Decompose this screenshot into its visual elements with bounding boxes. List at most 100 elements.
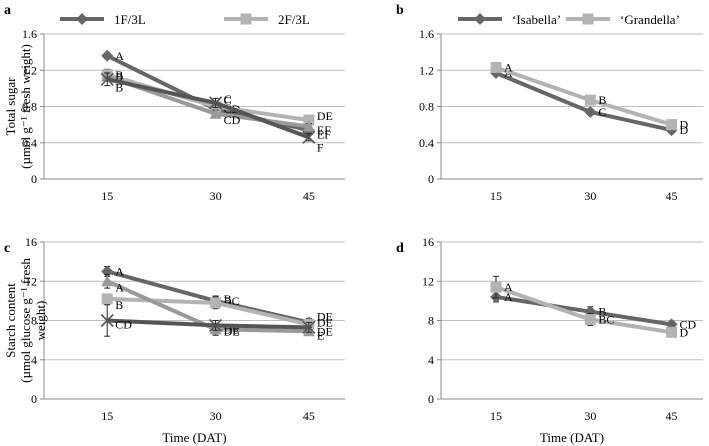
series-line <box>106 72 310 123</box>
legend-label: 1F/3L <box>114 12 146 27</box>
significance-label: D <box>680 123 689 137</box>
panel-label: c <box>4 241 10 256</box>
x-axis-title: Time (DAT) <box>162 430 226 445</box>
data-point-stroke-b <box>100 313 114 328</box>
data-point-stroke-b <box>209 318 223 332</box>
data-point <box>101 49 114 62</box>
data-point <box>584 105 597 118</box>
y-axis-title-line: Starch content <box>3 283 18 358</box>
data-point <box>584 314 596 326</box>
y-tick-label: 1.2 <box>22 63 37 77</box>
y-tick-label: 4 <box>428 353 434 367</box>
y-axis-title-line: (µmol g⁻¹ fresh weight) <box>18 44 33 169</box>
legend: 1F/3L 2F/3L <box>60 12 310 27</box>
significance-label: D <box>680 118 689 132</box>
legend-swatch-marker <box>76 13 88 25</box>
significance-label: BC <box>598 313 614 327</box>
significance-label: EF <box>317 123 331 137</box>
significance-label: DE <box>317 315 333 329</box>
series-line <box>495 65 673 127</box>
series-line <box>106 269 310 325</box>
significance-label: B <box>224 292 232 306</box>
significance-label: DE <box>317 309 333 323</box>
x-tick-label: 30 <box>584 189 596 203</box>
significance-label: E <box>317 328 324 342</box>
legend-swatch-marker <box>582 13 594 25</box>
y-tick-label: 12 <box>422 274 434 288</box>
data-point <box>490 281 502 293</box>
significance-label: CD <box>115 318 132 332</box>
y-axis-title-line: weight) <box>33 301 48 341</box>
series-grandella: A B D <box>490 61 689 132</box>
series-unnamed-3: B C F <box>100 72 324 154</box>
data-point <box>302 320 316 334</box>
data-point-stroke-b <box>209 96 223 110</box>
data-point <box>101 275 114 287</box>
y-tick-label: 4 <box>31 353 37 367</box>
significance-label: A <box>115 264 124 278</box>
series-unnamed-3: CD DE DE <box>100 304 333 338</box>
panel-label: d <box>396 241 404 256</box>
x-tick-label: 15 <box>490 189 502 203</box>
legend: ‘Isabella’ ‘Grandella’ <box>458 12 680 27</box>
data-point <box>666 326 678 338</box>
panel-a: a 0 0.4 0.8 1.2 1.6 15 30 45 Total sugar (µmol g⁻¹… <box>3 3 345 203</box>
significance-label: DE <box>317 324 333 338</box>
legend-item: 1F/3L <box>60 12 146 27</box>
significance-label: DE <box>317 109 333 123</box>
x-tick-label: 45 <box>666 189 678 203</box>
data-point <box>101 293 113 305</box>
panel-c: c 0 4 8 12 16 15 30 45 Time (DAT) Starch content (µ… <box>3 235 345 445</box>
significance-label: A <box>504 280 513 294</box>
x-tick-label: 15 <box>490 409 502 423</box>
data-point <box>209 107 222 119</box>
data-point <box>210 297 222 309</box>
y-tick-label: 1.2 <box>419 63 434 77</box>
y-axis-title-line: Total sugar <box>3 77 18 136</box>
data-point-stroke-b <box>100 72 114 86</box>
significance-label: C <box>224 94 232 108</box>
x-tick-label: 45 <box>303 189 315 203</box>
panel-label: a <box>4 3 11 18</box>
significance-label: DE <box>224 324 240 338</box>
data-point <box>303 114 315 126</box>
data-point-stroke-b <box>302 130 316 144</box>
y-tick-label: 0 <box>428 392 434 406</box>
x-tick-label: 45 <box>303 409 315 423</box>
y-tick-label: 8 <box>31 314 37 328</box>
x-tick-label: 45 <box>666 409 678 423</box>
significance-label: A <box>115 280 124 294</box>
significance-label: C <box>598 105 606 119</box>
data-point <box>302 130 316 144</box>
x-axis-title: Time (DAT) <box>540 430 604 445</box>
legend-swatch-marker <box>474 13 486 25</box>
y-tick-label: 0 <box>31 392 37 406</box>
data-point <box>100 313 114 328</box>
data-point <box>584 94 596 106</box>
data-point-stroke-b <box>302 320 316 334</box>
data-point <box>666 119 678 131</box>
series-grandella: A BC D <box>490 275 689 339</box>
panel-label: b <box>396 3 404 18</box>
x-tick-label: 15 <box>101 409 113 423</box>
legend-label: 2F/3L <box>278 12 310 27</box>
y-tick-label: 16 <box>422 235 434 249</box>
data-point <box>490 62 502 74</box>
y-tick-label: 0.4 <box>22 136 37 150</box>
significance-label: C <box>224 92 232 106</box>
y-tick-label: 16 <box>25 235 37 249</box>
significance-label: B <box>115 70 123 84</box>
significance-label: B <box>115 80 123 94</box>
series-line <box>107 318 309 330</box>
x-tick-label: 30 <box>210 189 222 203</box>
y-tick-label: 8 <box>428 314 434 328</box>
y-axis-title-line: (µmol glucose g⁻¹ fresh <box>18 258 33 383</box>
data-point <box>209 96 223 110</box>
legend-item: 2F/3L <box>224 12 310 27</box>
panel-b: b 0 0.4 0.8 1.2 1.6 15 30 45 A C DA B D ‘Isabella’ ‘Gra… <box>396 3 703 203</box>
y-tick-label: 1.6 <box>419 27 434 41</box>
legend-label: ‘Isabella’ <box>512 12 561 27</box>
significance-label: F <box>317 140 324 154</box>
y-tick-label: 0 <box>428 172 434 186</box>
